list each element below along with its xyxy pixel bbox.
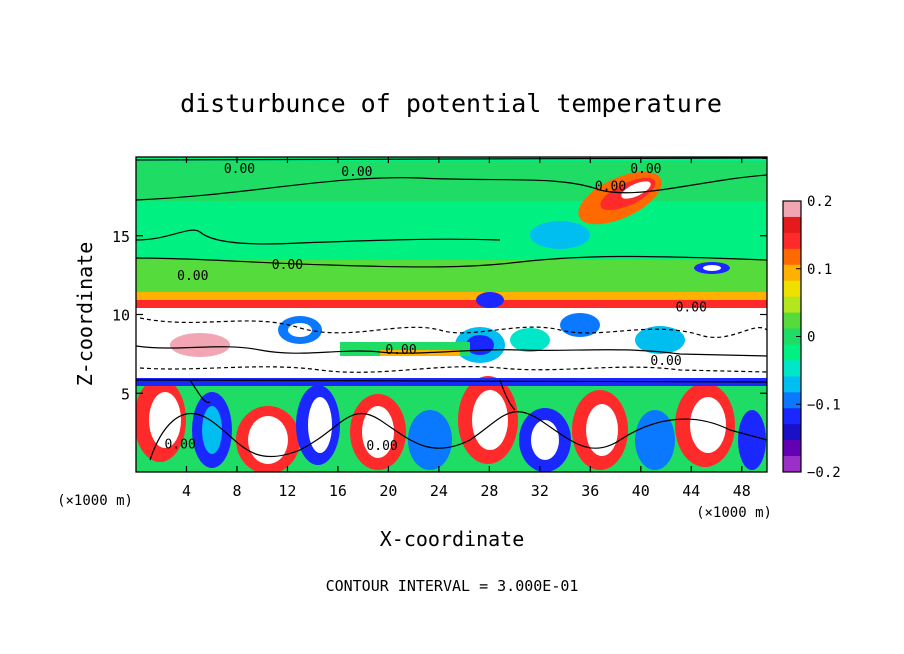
colorbar-swatch xyxy=(783,280,801,298)
plot-area xyxy=(136,157,767,472)
colorbar-swatch xyxy=(783,312,801,330)
contour-label: 0.00 xyxy=(385,343,416,358)
contour-label: 0.00 xyxy=(630,162,661,177)
x-tick-label: 36 xyxy=(581,482,599,500)
contour-label: 0.00 xyxy=(650,354,681,369)
colorbar-swatch xyxy=(783,201,801,218)
x-tick-label: 32 xyxy=(531,482,549,500)
contour-label: 0.00 xyxy=(165,438,196,453)
colorbar-swatch xyxy=(783,344,801,361)
tropopause-band xyxy=(136,292,767,300)
contour-label: 0.00 xyxy=(224,162,255,177)
colorbar-swatch xyxy=(783,376,801,393)
contour-label: 0.00 xyxy=(676,301,707,316)
colorbar-swatch xyxy=(783,296,801,314)
colorbar-swatch xyxy=(783,216,801,234)
contour-label: 0.00 xyxy=(272,258,303,273)
lower-layer-perturbations xyxy=(136,376,767,472)
colorbar-swatch xyxy=(783,456,801,473)
colorbar-tick-label: 0.2 xyxy=(807,194,832,210)
contour-label: 0.00 xyxy=(366,439,397,454)
colorbar-swatch xyxy=(783,232,801,250)
mid-layer-perturbations xyxy=(170,313,685,363)
x-tick-label: 48 xyxy=(733,482,751,500)
colorbar-swatch xyxy=(783,392,801,409)
x-tick-label: 40 xyxy=(632,482,650,500)
y-tick-label: 5 xyxy=(121,385,130,403)
chart-title: disturbunce of potential temperature xyxy=(180,89,722,118)
x-tick-label: 8 xyxy=(232,482,241,500)
colorbar-swatch xyxy=(783,248,801,266)
contour-interval: CONTOUR INTERVAL = 3.000E-01 xyxy=(326,577,579,595)
tropopause-band xyxy=(136,300,767,308)
x-tick-label: 20 xyxy=(379,482,397,500)
contour-label: 0.00 xyxy=(177,269,208,284)
x-unit-right: (×1000 m) xyxy=(696,505,772,521)
y-axis: 5 10 15 xyxy=(112,228,767,403)
contour-label: 0.00 xyxy=(341,165,372,180)
colorbar-swatch xyxy=(783,408,801,425)
x-tick-label: 24 xyxy=(430,482,448,500)
colorbar-tick-label: −0.1 xyxy=(807,397,841,413)
y-axis-label: Z-coordinate xyxy=(73,242,97,387)
x-tick-label: 44 xyxy=(682,482,700,500)
colorbar-swatch xyxy=(783,424,801,441)
upper-perturbations xyxy=(476,171,730,308)
colorbar-swatch xyxy=(783,360,801,377)
y-tick-label: 15 xyxy=(112,228,130,246)
y-tick-label: 10 xyxy=(112,307,130,325)
colorbar-tick-label: 0 xyxy=(807,330,815,346)
x-unit-left: (×1000 m) xyxy=(57,493,133,509)
colorbar-swatch xyxy=(783,328,801,345)
x-tick-label: 16 xyxy=(329,482,347,500)
colorbar: 0.2 0.1 0 −0.1 −0.2 xyxy=(782,194,841,481)
x-tick-label: 28 xyxy=(480,482,498,500)
colorbar-swatch xyxy=(783,264,801,282)
x-tick-label: 12 xyxy=(278,482,296,500)
x-axis: 4 8 12 16 20 24 28 32 36 40 44 48 xyxy=(182,157,751,500)
colorbar-tick-label: 0.1 xyxy=(807,262,832,278)
x-tick-label: 4 xyxy=(182,482,191,500)
colorbar-tick-label: −0.2 xyxy=(807,465,841,481)
contour-lines xyxy=(136,157,767,461)
x-axis-label: X-coordinate xyxy=(380,527,525,551)
colorbar-swatch xyxy=(783,440,801,457)
contour-label: 0.00 xyxy=(595,179,626,194)
contour-labels: 0.00 0.00 0.00 0.00 0.00 0.00 0.00 0.00 0.00 0.00… xyxy=(165,162,707,454)
upper-band xyxy=(136,161,767,201)
